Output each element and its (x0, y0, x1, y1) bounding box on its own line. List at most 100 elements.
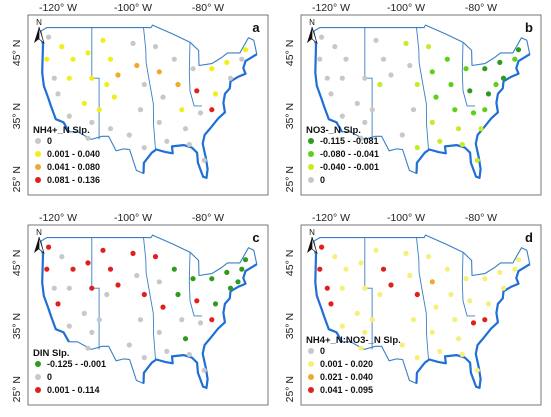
station-point (380, 266, 387, 272)
station-point (515, 47, 522, 53)
legend-swatch (35, 361, 41, 367)
legend-item-label: 0 (47, 136, 52, 146)
panel-label: a (252, 20, 260, 35)
station-point (463, 66, 469, 72)
coastline-west (312, 241, 343, 343)
coastline-west (312, 31, 343, 133)
station-point (175, 291, 181, 298)
lat-tick-label: 25° N (11, 376, 23, 402)
map-panel-b: -120° W -100° W -80° W 45° N 35° N 25° N N b NO3… (284, 2, 542, 196)
station-point (444, 266, 450, 272)
legend-swatch (308, 348, 314, 354)
lon-tick-label: -100° W (114, 2, 152, 14)
station-point (156, 329, 162, 335)
station-point (190, 66, 196, 72)
legend-item-label: 0 (47, 372, 52, 382)
station-point (59, 44, 65, 50)
station-point (328, 301, 334, 307)
station-point (414, 291, 420, 298)
station-point (182, 126, 189, 132)
north-label: N (309, 228, 315, 237)
panel-label: c (252, 230, 259, 245)
station-point (414, 355, 420, 361)
station-point (164, 348, 170, 354)
station-point (377, 81, 383, 88)
station-point (81, 310, 87, 316)
station-point (85, 260, 91, 266)
station-point (89, 75, 95, 81)
panel-label: d (525, 230, 533, 245)
station-point (156, 279, 162, 285)
lon-tick-label: -120° W (312, 212, 350, 224)
legend-item-label: 0.021 - 0.040 (320, 372, 373, 382)
station-point (201, 367, 207, 373)
coastline-east (142, 53, 258, 179)
station-point (209, 276, 215, 282)
north-arrow-icon: N (307, 18, 318, 44)
region-boundary (188, 252, 202, 317)
station-point (209, 66, 215, 72)
station-point (463, 276, 469, 282)
legend-swatch (308, 138, 314, 144)
lat-tick-label: 35° N (284, 103, 296, 129)
station-point (100, 37, 106, 43)
lat-tick-label: 35° N (11, 313, 23, 339)
station-point (452, 107, 458, 113)
station-point (46, 244, 52, 250)
station-point (115, 72, 121, 78)
station-point (66, 285, 72, 291)
station-point (380, 56, 387, 62)
station-point (414, 145, 420, 151)
station-point (324, 285, 330, 291)
legend-title: NH4+_N Slp. (33, 125, 90, 136)
legend-swatch (35, 151, 41, 157)
station-point (66, 75, 72, 81)
station-point (414, 81, 420, 88)
lon-tick-label: -80° W (192, 212, 224, 224)
station-point (444, 56, 450, 62)
north-label: N (36, 228, 42, 237)
station-point (197, 110, 204, 116)
north-arrow-icon: N (34, 18, 45, 44)
station-point (160, 94, 166, 100)
station-point (452, 317, 458, 323)
station-point (317, 56, 323, 62)
station-point (209, 107, 215, 113)
station-point (239, 266, 245, 272)
station-point (134, 272, 140, 279)
station-point (171, 266, 177, 272)
station-point (425, 44, 432, 50)
station-point (55, 301, 61, 307)
station-point (358, 345, 364, 351)
station-point (429, 279, 435, 285)
station-point (190, 276, 196, 282)
legend-swatch (308, 374, 314, 380)
station-point (70, 56, 76, 62)
station-point (46, 34, 52, 40)
station-point (373, 247, 379, 253)
region-boundary (143, 27, 156, 150)
station-point (242, 257, 249, 263)
panel-label: b (525, 20, 533, 35)
legend-item-label: 0.001 - 0.020 (320, 359, 373, 369)
lat-tick-label: 45° N (284, 250, 296, 276)
north-arrow-icon: N (34, 228, 45, 254)
north-label: N (36, 18, 42, 27)
legend-item-label: 0.001 - 0.040 (47, 149, 100, 159)
station-point (474, 157, 480, 163)
lat-tick-label: 25° N (11, 166, 23, 192)
station-point (399, 342, 405, 348)
legend-swatch (35, 177, 41, 183)
station-point (482, 66, 488, 72)
station-point (171, 56, 177, 62)
station-point (164, 138, 170, 144)
station-point (433, 94, 439, 100)
station-point (429, 119, 435, 125)
station-point (467, 88, 473, 94)
coastline-west (39, 31, 70, 133)
station-point (343, 266, 349, 272)
station-point (339, 323, 345, 329)
station-point (44, 56, 50, 62)
legend-swatch (35, 138, 41, 144)
station-point (212, 301, 219, 307)
